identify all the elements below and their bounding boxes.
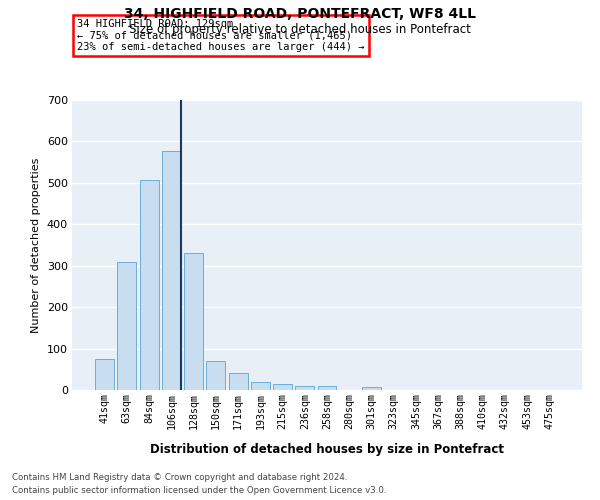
Text: Contains HM Land Registry data © Crown copyright and database right 2024.: Contains HM Land Registry data © Crown c… [12,472,347,482]
Bar [118,262,136,390]
Bar [95,359,114,390]
Bar [229,374,248,390]
Text: Size of property relative to detached houses in Pontefract: Size of property relative to detached ho… [129,22,471,36]
Text: 34, HIGHFIELD ROAD, PONTEFRACT, WF8 4LL: 34, HIGHFIELD ROAD, PONTEFRACT, WF8 4LL [124,8,476,22]
Bar [362,387,381,390]
Text: Contains public sector information licensed under the Open Government Licence v3: Contains public sector information licen… [12,486,386,495]
Y-axis label: Number of detached properties: Number of detached properties [31,158,41,332]
Text: Distribution of detached houses by size in Pontefract: Distribution of detached houses by size … [150,442,504,456]
Text: 34 HIGHFIELD ROAD: 129sqm
← 75% of detached houses are smaller (1,465)
23% of se: 34 HIGHFIELD ROAD: 129sqm ← 75% of detac… [77,19,365,52]
Bar [162,150,181,390]
Bar [140,180,158,390]
Bar [273,384,292,390]
Bar [251,382,270,390]
Bar [317,386,337,390]
Bar [295,386,314,390]
Bar [184,254,203,390]
Bar [206,361,225,390]
